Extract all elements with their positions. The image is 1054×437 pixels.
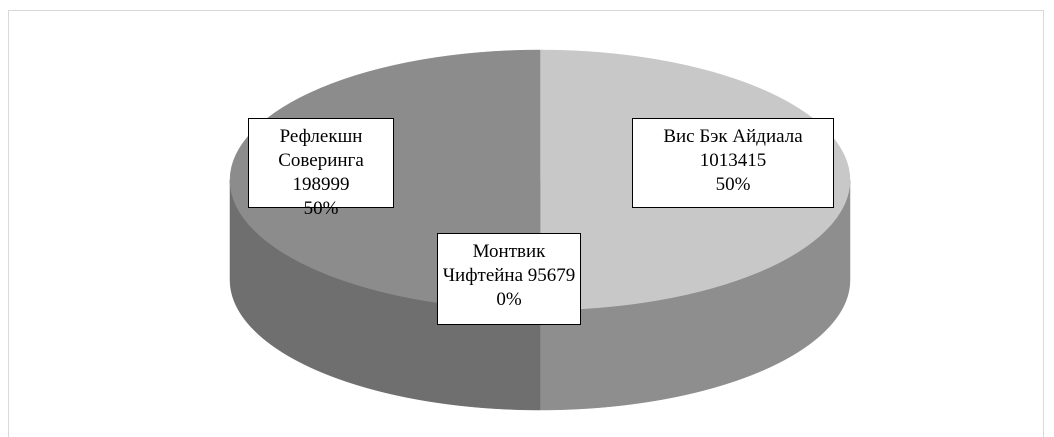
label-category: Рефлекшн Соверинга xyxy=(278,126,364,171)
chart-frame xyxy=(8,10,1044,437)
label-value: 198999 xyxy=(292,174,350,195)
label-value: 1013415 xyxy=(699,150,767,171)
label-value: 95679 xyxy=(527,265,576,286)
label-category: Вис Бэк Айдиала xyxy=(663,126,803,147)
label-percent: 50% xyxy=(715,174,751,195)
label-percent: 50% xyxy=(303,198,339,219)
data-label: Вис Бэк Айдиала 1013415 50% xyxy=(632,118,834,208)
data-label: Рефлекшн Соверинга 198999 50% xyxy=(248,118,394,219)
label-category: Монтвик Чифтейна xyxy=(442,241,546,286)
data-label: Монтвик Чифтейна 95679 0% xyxy=(437,233,581,325)
label-percent: 0% xyxy=(496,289,522,310)
